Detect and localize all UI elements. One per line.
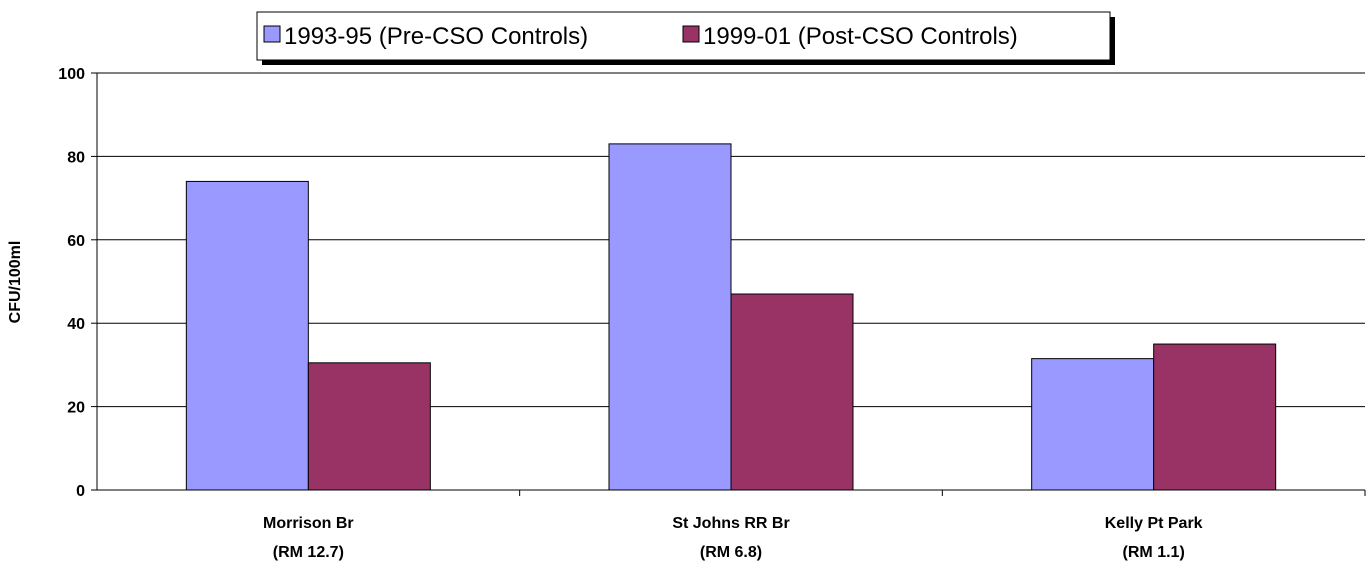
bar-post-cso	[730, 293, 854, 491]
bar-pre-cso	[1031, 358, 1155, 491]
y-axis-label: CFU/100ml	[7, 241, 24, 324]
bar-pre-cso	[608, 143, 732, 491]
bars	[185, 143, 1277, 491]
y-tick-label: 80	[67, 149, 85, 166]
x-category-label: (RM 12.7)	[273, 544, 344, 561]
x-category-label: Kelly Pt Park	[1105, 515, 1203, 532]
x-category-label: Morrison Br	[263, 515, 354, 532]
x-category-label: St Johns RR Br	[672, 515, 789, 532]
x-category-label: (RM 1.1)	[1123, 544, 1185, 561]
bar-pre-cso	[185, 180, 309, 491]
y-tick-labels: 0 20 40 60 80 100	[58, 66, 85, 500]
y-tick-label: 20	[67, 400, 85, 417]
legend: 1993-95 (Pre-CSO Controls) 1999-01 (Post-…	[256, 11, 1115, 65]
bar-post-cso	[307, 362, 431, 491]
bar-post-cso	[1153, 343, 1277, 491]
legend-swatch	[263, 25, 281, 43]
y-tick-label: 60	[67, 233, 85, 250]
legend-label: 1999-01 (Post-CSO Controls)	[703, 23, 1018, 50]
y-tick-label: 100	[58, 66, 85, 83]
x-category-label: (RM 6.8)	[700, 544, 762, 561]
y-tick-label: 40	[67, 316, 85, 333]
legend-swatch	[682, 25, 700, 43]
legend-label: 1993-95 (Pre-CSO Controls)	[284, 23, 588, 50]
axes	[91, 72, 1366, 496]
x-category-labels: Morrison Br (RM 12.7) St Johns RR Br (RM 6.…	[263, 515, 1203, 561]
y-tick-label: 0	[76, 483, 85, 500]
